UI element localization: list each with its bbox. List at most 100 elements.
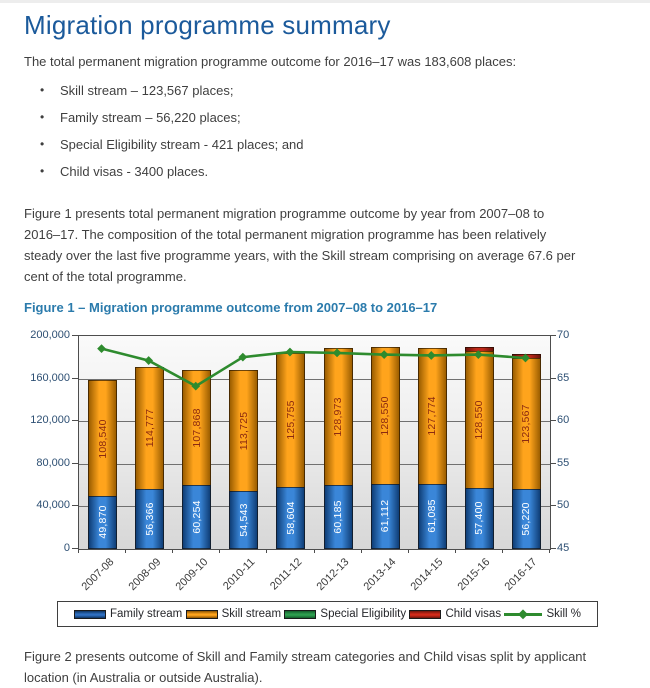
y-right-tick-label: 55 xyxy=(557,456,570,469)
bar-group: 60,254 107,868 xyxy=(182,369,212,549)
bar-segment-skill-stream: 125,755 xyxy=(276,352,306,487)
bar-group: 54,543 113,725 xyxy=(229,369,259,549)
legend-item: Child visas xyxy=(409,608,501,620)
x-axis-label: 2007-08 xyxy=(78,556,117,594)
y-left-tick-label: 80,000 xyxy=(36,456,70,469)
x-tickmark xyxy=(78,549,79,553)
figure1-caption: Figure 1 – Migration programme outcome f… xyxy=(24,300,438,315)
x-axis-label: 2013-14 xyxy=(361,556,399,594)
y-left-tick-label: 0 xyxy=(63,542,70,554)
bar-segment-family-stream: 56,220 xyxy=(511,489,541,549)
figure1-chart: 0 40,000 80,000 120,000 160,000 200,000 49,87… xyxy=(0,323,650,631)
bar-group: 58,604 125,755 xyxy=(276,352,306,549)
bar-segment-skill-stream: 127,774 xyxy=(417,347,447,484)
x-axis-label: 2010-11 xyxy=(220,556,258,593)
y-right-tick-label: 65 xyxy=(557,371,570,384)
y-right-tickmark xyxy=(550,335,556,336)
y-right-tickmark xyxy=(550,420,556,422)
bullet-item-special: Special Eligibility stream - 421 places;… xyxy=(40,135,630,154)
bar-value-label: 113,725 xyxy=(237,411,250,451)
plot-area: 49,870 108,540 56,366 114,777 60,254 107,868 5… xyxy=(78,335,551,550)
bullet-item-family: Family stream – 56,220 places; xyxy=(40,108,630,127)
bar-segment-skill-stream: 128,973 xyxy=(323,347,353,485)
legend-label: Special Eligibility xyxy=(320,608,407,620)
bar-group: 56,220 123,567 xyxy=(511,353,541,549)
bar-segment-skill-stream: 113,725 xyxy=(229,369,259,491)
y-left-tickmark xyxy=(72,335,78,336)
x-tickmark xyxy=(125,549,127,553)
y-right-tickmark xyxy=(550,462,556,464)
y-right-tick-label: 45 xyxy=(557,542,570,554)
bar-value-label: 60,185 xyxy=(332,500,345,534)
bar-segment-family-stream: 60,254 xyxy=(182,484,212,549)
legend-item: Skill stream xyxy=(185,608,282,620)
bar-value-label: 123,567 xyxy=(520,404,533,444)
bar-group: 61,085 127,774 xyxy=(417,347,447,549)
x-axis-label: 2012-13 xyxy=(314,556,352,594)
bar-value-label: 54,543 xyxy=(237,503,250,537)
bar-segment-skill-stream: 128,550 xyxy=(464,350,494,488)
y-left-tickmark xyxy=(72,377,78,379)
page-title: Migration programme summary xyxy=(24,10,391,40)
skill-percent-line-swatch xyxy=(504,609,543,619)
bar-value-label: 56,366 xyxy=(143,502,156,536)
y-right-tickmark xyxy=(550,377,556,379)
bar-value-label: 60,254 xyxy=(190,500,203,534)
x-tickmark xyxy=(501,549,503,553)
bar-value-label: 114,777 xyxy=(143,409,156,448)
y-left-tickmark xyxy=(72,462,78,464)
bar-segment-family-stream: 58,604 xyxy=(276,486,306,549)
y-left-tickmark xyxy=(72,420,78,422)
figure2-paragraph: Figure 2 presents outcome of Skill and F… xyxy=(24,649,587,685)
y-left-tick-label: 200,000 xyxy=(30,329,70,341)
x-axis-label: 2008-09 xyxy=(126,556,164,594)
y-left-tickmark xyxy=(72,548,78,549)
y-right-tick-label: 60 xyxy=(557,414,570,427)
bullet-list: Skill stream – 123,567 places; Family st… xyxy=(24,81,630,181)
bar-value-label: 127,774 xyxy=(426,396,439,437)
bar-segment-family-stream: 61,085 xyxy=(417,483,447,549)
family-stream-swatch xyxy=(74,609,106,619)
intro-paragraph: The total permanent migration programme … xyxy=(24,54,517,69)
x-tickmark xyxy=(266,549,268,553)
bar-segment-skill-stream: 123,567 xyxy=(511,357,541,490)
y-left-tick-label: 40,000 xyxy=(36,499,70,512)
bar-segment-child-visas xyxy=(511,353,541,358)
special-eligibility-swatch xyxy=(284,609,317,619)
bar-value-label: 128,973 xyxy=(332,397,345,437)
bar-segment-family-stream: 54,543 xyxy=(229,490,259,549)
bar-group: 49,870 108,540 xyxy=(88,380,118,549)
bar-segment-skill-stream: 114,777 xyxy=(135,366,165,489)
y-right-tickmark xyxy=(550,505,556,507)
bullet-item-child: Child visas - 3400 places. xyxy=(40,162,630,181)
legend-label: Child visas xyxy=(445,608,502,620)
bar-value-label: 61,112 xyxy=(379,500,392,533)
bar-value-label: 128,550 xyxy=(379,396,392,436)
bar-segment-family-stream: 61,112 xyxy=(370,483,400,549)
x-tickmark xyxy=(454,549,456,553)
child-visas-swatch xyxy=(409,609,442,619)
x-axis-label: 2009-10 xyxy=(173,556,211,594)
bar-value-label: 61,085 xyxy=(426,499,439,534)
y-left-tick-label: 160,000 xyxy=(30,371,70,384)
legend: Family stream Skill stream Special Eligibi… xyxy=(57,601,598,627)
bar-value-label: 49,870 xyxy=(96,505,109,540)
bar-value-label: 108,540 xyxy=(96,418,109,459)
x-axis-label: 2011-12 xyxy=(267,556,305,593)
bar-value-label: 128,550 xyxy=(473,400,486,440)
bar-segment-family-stream: 49,870 xyxy=(88,495,118,549)
y-left-tick-label: 120,000 xyxy=(30,414,70,427)
bar-segment-child-visas xyxy=(464,347,494,351)
bar-value-label: 56,220 xyxy=(520,502,533,536)
legend-label: Skill % xyxy=(546,608,581,620)
report-page: Migration programme summary The total pe… xyxy=(24,10,630,316)
x-tickmark xyxy=(313,549,315,553)
y-right-tick-label: 70 xyxy=(557,329,570,341)
bar-segment-skill-stream: 107,868 xyxy=(182,369,212,485)
bar-value-label: 107,868 xyxy=(190,408,203,448)
bar-segment-skill-stream: 128,550 xyxy=(370,347,400,484)
legend-label: Skill stream xyxy=(221,608,282,620)
y-left-tickmark xyxy=(72,505,78,507)
gridline xyxy=(79,421,550,423)
legend-item: Family stream xyxy=(74,608,182,620)
